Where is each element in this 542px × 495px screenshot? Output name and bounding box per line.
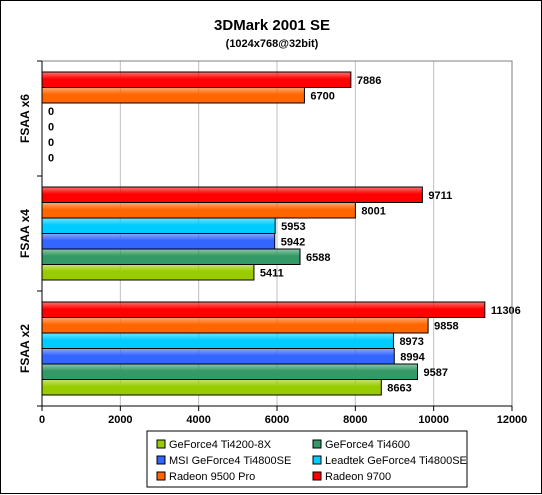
bar [41, 301, 486, 318]
data-label: 0 [48, 121, 54, 133]
x-tick-label: 0 [39, 414, 45, 426]
bar [41, 248, 301, 265]
legend-label: Radeon 9500 Pro [169, 471, 255, 483]
data-label: 5411 [260, 267, 284, 279]
legend-swatch [156, 455, 166, 465]
x-tick-label: 4000 [186, 414, 210, 426]
legend-swatch [312, 455, 322, 465]
data-label: 5953 [281, 221, 305, 233]
legend-swatch [312, 471, 322, 481]
bar [41, 264, 255, 281]
bar [41, 317, 429, 334]
legend-label: MSI GeForce4 Ti4800SE [169, 455, 291, 467]
bar [41, 233, 276, 250]
data-label: 7886 [357, 75, 381, 87]
group-label: FSAA x4 [18, 209, 32, 258]
legend-box [146, 430, 468, 488]
data-label: 9858 [434, 320, 458, 332]
bar [41, 71, 352, 88]
x-tick-label: 6000 [265, 414, 289, 426]
bar [41, 217, 276, 234]
data-label: 11306 [491, 305, 521, 317]
chart-subtitle: (1024x768@32bit) [226, 38, 319, 50]
bar [41, 379, 382, 396]
data-label: 8001 [361, 205, 385, 217]
bar [41, 186, 423, 203]
data-label: 0 [48, 152, 54, 164]
data-label: 8973 [399, 336, 423, 348]
data-label: 8994 [400, 351, 425, 363]
data-label: 6588 [306, 252, 330, 264]
legend-swatch [156, 439, 166, 449]
legend-swatch [156, 471, 166, 481]
data-label: 9587 [423, 367, 447, 379]
x-tick-label: 12000 [497, 414, 528, 426]
legend-label: Radeon 9700 [325, 471, 391, 483]
bar [41, 348, 395, 365]
data-label: 8663 [387, 382, 411, 394]
x-tick-label: 2000 [108, 414, 132, 426]
bar [41, 202, 356, 219]
data-label: 5942 [281, 236, 305, 248]
legend-swatch [312, 439, 322, 449]
data-label: 0 [48, 137, 54, 149]
data-label: 9711 [428, 190, 452, 202]
chart-title: 3DMark 2001 SE [214, 17, 330, 34]
x-tick-label: 8000 [343, 414, 367, 426]
data-label: 6700 [310, 90, 334, 102]
data-label: 0 [48, 106, 54, 118]
group-label: FSAA x2 [18, 324, 32, 373]
bar [41, 332, 394, 349]
bar [41, 87, 305, 104]
legend-label: Leadtek GeForce4 Ti4800SE [325, 455, 467, 467]
legend-label: GeForce4 Ti4200-8X [169, 439, 272, 451]
legend-label: GeForce4 Ti4600 [325, 439, 410, 451]
bar [41, 363, 418, 380]
x-tick-label: 10000 [418, 414, 449, 426]
group-label: FSAA x6 [18, 94, 32, 143]
